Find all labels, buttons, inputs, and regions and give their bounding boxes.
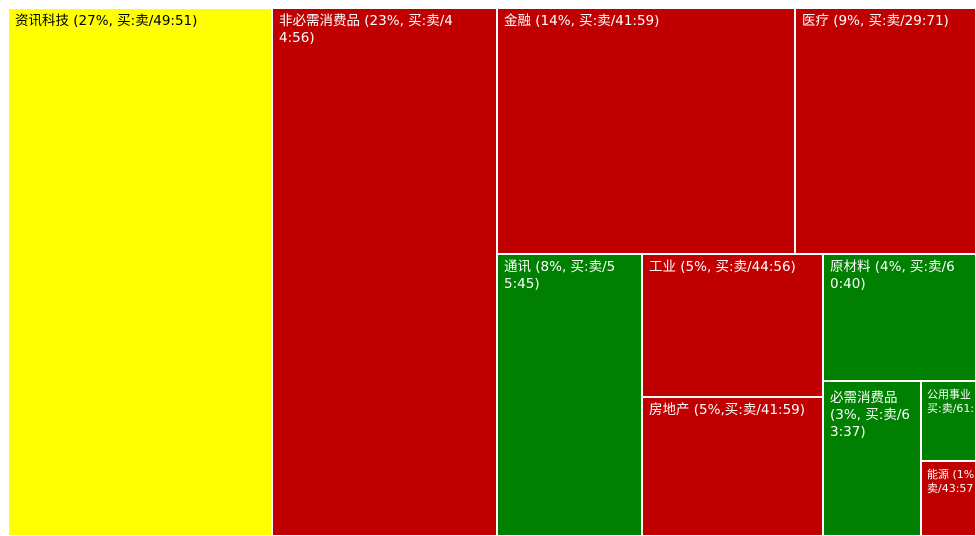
tile-label-healthcare: 医疗 (9%, 买:卖/29:71) (802, 13, 949, 29)
tile-utilities[interactable]: 公用事业 (1%, 买:卖/61:39 (921, 381, 976, 461)
tile-materials[interactable]: 原材料 (4%, 买:卖/60:40) (823, 254, 976, 381)
tile-label-consumer-staples: 必需消费品 (3%, 买:卖/63:37) (830, 390, 910, 440)
tile-industrials[interactable]: 工业 (5%, 买:卖/44:56) (642, 254, 823, 397)
tile-energy[interactable]: 能源 (1%, 买:卖/43:57 (921, 461, 976, 536)
tile-label-industrials: 工业 (5%, 买:卖/44:56) (649, 259, 796, 275)
tile-real-estate[interactable]: 房地产 (5%,买:卖/41:59) (642, 397, 823, 536)
tile-label-energy: 能源 (1%, 买:卖/43:57 (927, 468, 976, 495)
tile-consumer-staples[interactable]: 必需消费品 (3%, 买:卖/63:37) (823, 381, 921, 536)
tile-consumer-discretionary[interactable]: 非必需消费品 (23%, 买:卖/44:56) (272, 8, 497, 536)
tile-label-info-tech: 资讯科技 (27%, 买:卖/49:51) (15, 13, 198, 29)
tile-label-materials: 原材料 (4%, 买:卖/60:40) (830, 259, 955, 292)
tile-label-communications: 通讯 (8%, 买:卖/55:45) (504, 259, 616, 292)
tile-financials[interactable]: 金融 (14%, 买:卖/41:59) (497, 8, 795, 254)
tile-communications[interactable]: 通讯 (8%, 买:卖/55:45) (497, 254, 642, 536)
tile-label-utilities: 公用事业 (1%, 买:卖/61:39 (927, 388, 975, 415)
tile-healthcare[interactable]: 医疗 (9%, 买:卖/29:71) (795, 8, 976, 254)
tile-label-consumer-discretionary: 非必需消费品 (23%, 买:卖/44:56) (279, 13, 453, 46)
tile-label-financials: 金融 (14%, 买:卖/41:59) (504, 13, 660, 29)
tile-info-tech[interactable]: 资讯科技 (27%, 买:卖/49:51) (8, 8, 272, 536)
tile-label-real-estate: 房地产 (5%,买:卖/41:59) (649, 402, 806, 418)
